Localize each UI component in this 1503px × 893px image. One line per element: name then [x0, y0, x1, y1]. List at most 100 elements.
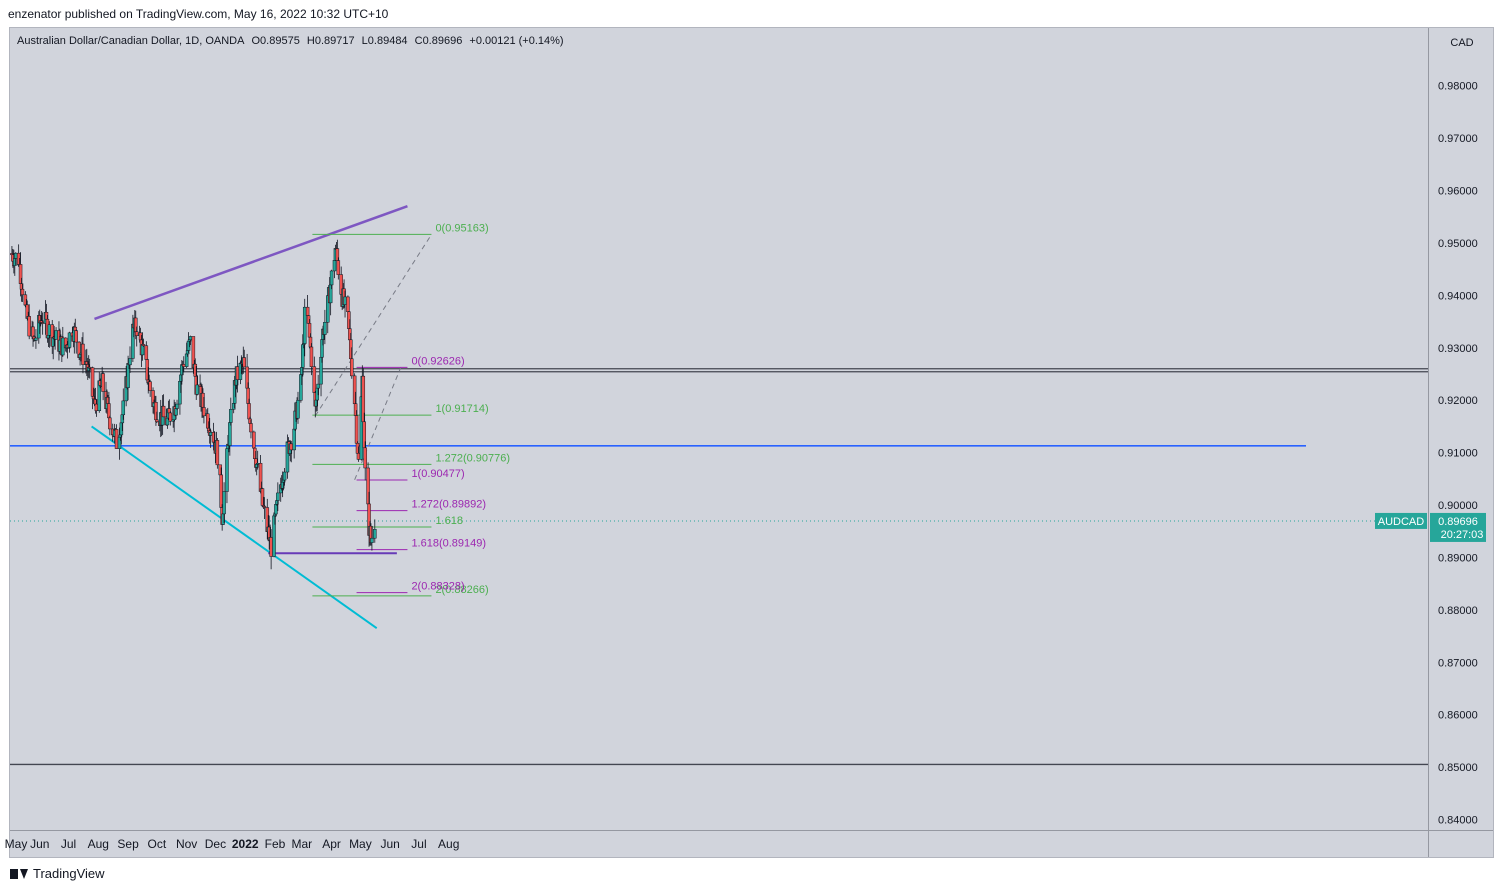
x-tick-label-0: May [5, 837, 28, 851]
candle-body-270 [373, 528, 377, 539]
legend-high: H0.89717 [306, 35, 355, 47]
y-tick-label-9: 0.89000 [1438, 552, 1478, 564]
fib-purple-label-1: 1(0.90477) [411, 468, 464, 480]
legend-close: C0.89696 [414, 35, 463, 47]
candle-body-54 [81, 343, 85, 365]
x-tick-label-7: Dec [205, 837, 226, 851]
candle-body-234 [323, 322, 327, 335]
candle-body-160 [225, 448, 229, 492]
candle-body-209 [289, 443, 294, 451]
candle-body-249 [343, 296, 347, 305]
candle-body-39 [61, 337, 65, 356]
x-tick-label-14: Jul [411, 837, 426, 851]
y-tick-label-14: 0.84000 [1438, 815, 1478, 827]
price-scale-background[interactable] [1429, 28, 1493, 857]
candle-body-180 [252, 431, 256, 449]
publisher-caption: enzenator published on TradingView.com, … [8, 7, 389, 21]
fib-purple-label-3: 1.618(0.89149) [411, 538, 486, 550]
candle-body-84 [121, 400, 126, 416]
cyan-lower-trendline [91, 425, 378, 630]
y-tick-label-1: 0.97000 [1438, 133, 1478, 145]
candle-body-34 [54, 330, 58, 340]
x-tick-label-15: Aug [438, 837, 459, 851]
footer: TradingView [10, 866, 105, 881]
candle-body-204 [282, 471, 287, 481]
candle-body-220 [305, 306, 310, 316]
y-axis: CAD 0.98000 0.97000 0.96000 0.95000 0.94000 0… [1438, 37, 1478, 827]
fib-green-label-4: 2(0.88266) [435, 584, 488, 596]
y-tick-label-4: 0.94000 [1438, 290, 1478, 302]
candle-body-74 [108, 417, 112, 430]
x-tick-label-12: May [349, 837, 372, 851]
x-tick-label-2: Jul [61, 837, 76, 851]
candle-body-239 [329, 270, 334, 286]
fib-purple-label-4: 2(0.88328) [411, 581, 464, 593]
legend-low: L0.89484 [361, 35, 408, 47]
candle-body-79 [114, 429, 119, 449]
y-tick-label-8: 0.90000 [1438, 500, 1478, 512]
candle-body-229 [316, 383, 320, 389]
last-price-countdown: 20:27:03 [1441, 529, 1484, 541]
fib-green-label-0: 0(0.95163) [435, 222, 488, 234]
candle-body-149 [208, 432, 213, 436]
candle-body-9 [20, 288, 25, 296]
candle-body-214 [296, 400, 300, 419]
legend-change: +0.00121 (+0.14%) [469, 35, 564, 47]
candle-body-59 [87, 366, 92, 369]
x-tick-label-4: Sep [117, 837, 139, 851]
x-tick-label-3: Aug [88, 837, 109, 851]
candle-body-104 [148, 381, 152, 391]
candles-layer [10, 239, 377, 570]
fib-green-label-2: 1.272(0.90776) [435, 452, 510, 464]
candle-body-264 [363, 447, 367, 469]
fib-green-label-1: 1(0.91714) [435, 403, 488, 415]
candle-body-94 [134, 331, 139, 336]
x-tick-label-10: Mar [292, 837, 313, 851]
candle-body-224 [309, 346, 314, 367]
candle-body-244 [336, 260, 341, 275]
candle-body-24 [40, 322, 45, 324]
candle-body-129 [182, 364, 186, 367]
candle-body-114 [161, 405, 166, 418]
candle-body-210 [292, 428, 296, 451]
candle-body-219 [302, 306, 307, 344]
y-tick-label-6: 0.92000 [1438, 395, 1478, 407]
x-tick-label-1: Jun [30, 837, 49, 851]
candle-body-250 [346, 296, 350, 312]
candle-body-240 [332, 260, 337, 272]
x-axis: May Jun Jul Aug Sep Oct Nov Dec 2022 Feb Mar Apr May… [5, 837, 460, 851]
y-tick-label-10: 0.88000 [1438, 605, 1478, 617]
candle-body-156 [219, 474, 223, 508]
candle-body-124 [175, 403, 179, 409]
candle-body-89 [128, 358, 132, 366]
y-tick-label-7: 0.91000 [1438, 448, 1478, 460]
x-tick-label-9: Feb [265, 837, 286, 851]
candle-body-100 [144, 345, 149, 360]
chart-frame [9, 27, 1494, 858]
legend-title: Australian Dollar/Canadian Dollar, 1D, O… [17, 35, 245, 47]
x-tick-label-5: Oct [148, 837, 167, 851]
candle-body-254 [350, 358, 354, 377]
y-axis-unit: CAD [1450, 37, 1473, 49]
candle-body-199 [276, 492, 280, 501]
candle-body-174 [242, 357, 246, 368]
y-tick-label-12: 0.86000 [1438, 710, 1478, 722]
candle-body-177 [247, 403, 251, 420]
candle-body-29 [47, 324, 52, 336]
last-price-box [1430, 512, 1486, 542]
symbol-label: AUDCAD [1378, 516, 1425, 528]
last-price-value: 0.89696 [1438, 516, 1478, 528]
candle-body-189 [262, 506, 267, 508]
candle-body-259 [356, 452, 361, 460]
candle-body-134 [188, 336, 193, 341]
x-tick-label-13: Jun [380, 837, 399, 851]
purple-upper-trendline [94, 205, 408, 321]
candle-body-159 [222, 491, 226, 515]
candle-body-179 [249, 423, 253, 433]
candle-body-19 [34, 337, 38, 341]
candle-body-269 [370, 537, 374, 543]
footer-brand[interactable]: TradingView [33, 866, 105, 881]
candle-body-164 [229, 409, 233, 423]
candle-body-99 [141, 344, 146, 346]
